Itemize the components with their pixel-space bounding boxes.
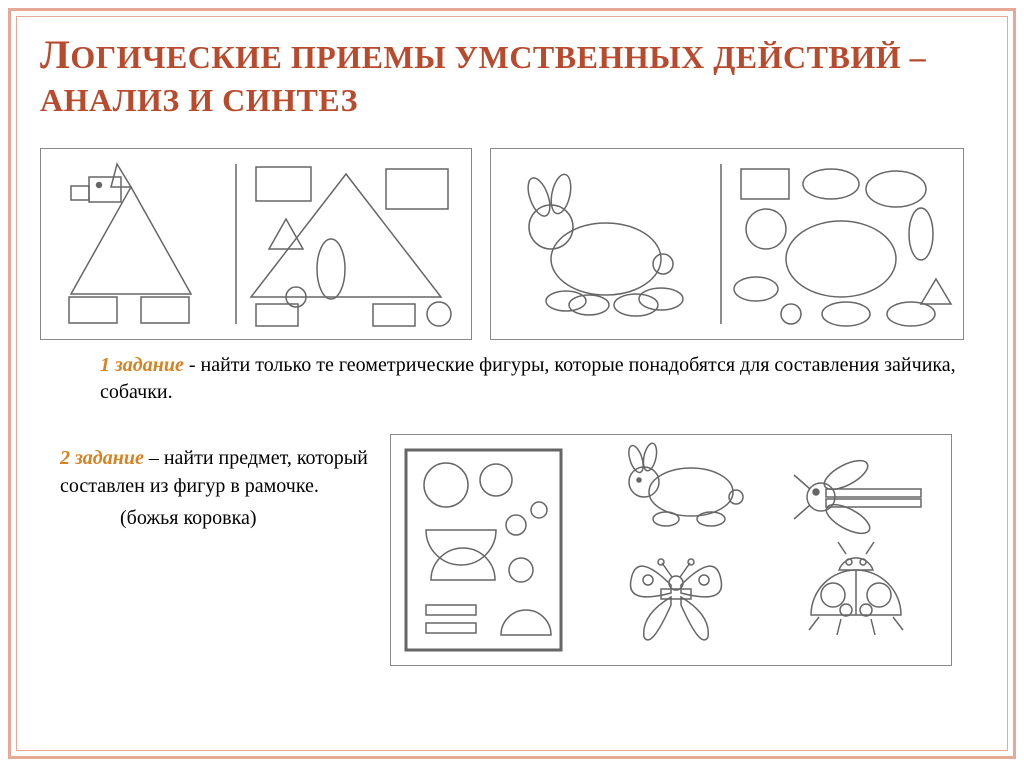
task2-svg: [391, 435, 951, 665]
task1-text: 1 задание - найти только те геометрическ…: [100, 352, 974, 406]
panel-dog-shapes: [40, 148, 472, 340]
task1-label: 1 задание: [100, 354, 184, 376]
task2-row: 2 задание – найти предмет, который соста…: [40, 434, 984, 666]
bunny-shapes-svg: [491, 149, 963, 339]
panel-bunny-shapes: [490, 148, 964, 340]
slide-title: ЛОГИЧЕСКИЕ ПРИЕМЫ УМСТВЕННЫХ ДЕЙСТВИЙ – …: [40, 30, 984, 120]
task1-body: - найти только те геометрические фигуры,…: [100, 354, 956, 403]
task2-text: 2 задание – найти предмет, который соста…: [60, 444, 370, 532]
panel-task2: [390, 434, 952, 666]
task2-answer: (божья коровка): [120, 504, 257, 532]
task2-label: 2 задание: [60, 447, 144, 469]
slide-content: ЛОГИЧЕСКИЕ ПРИЕМЫ УМСТВЕННЫХ ДЕЙСТВИЙ – …: [40, 30, 984, 737]
title-rest: ОГИЧЕСКИЕ ПРИЕМЫ УМСТВЕННЫХ ДЕЙСТВИЙ – А…: [40, 39, 926, 118]
task1-figures-row: [40, 148, 984, 340]
title-first-letter: Л: [40, 32, 70, 77]
dog-shapes-svg: [41, 149, 471, 339]
